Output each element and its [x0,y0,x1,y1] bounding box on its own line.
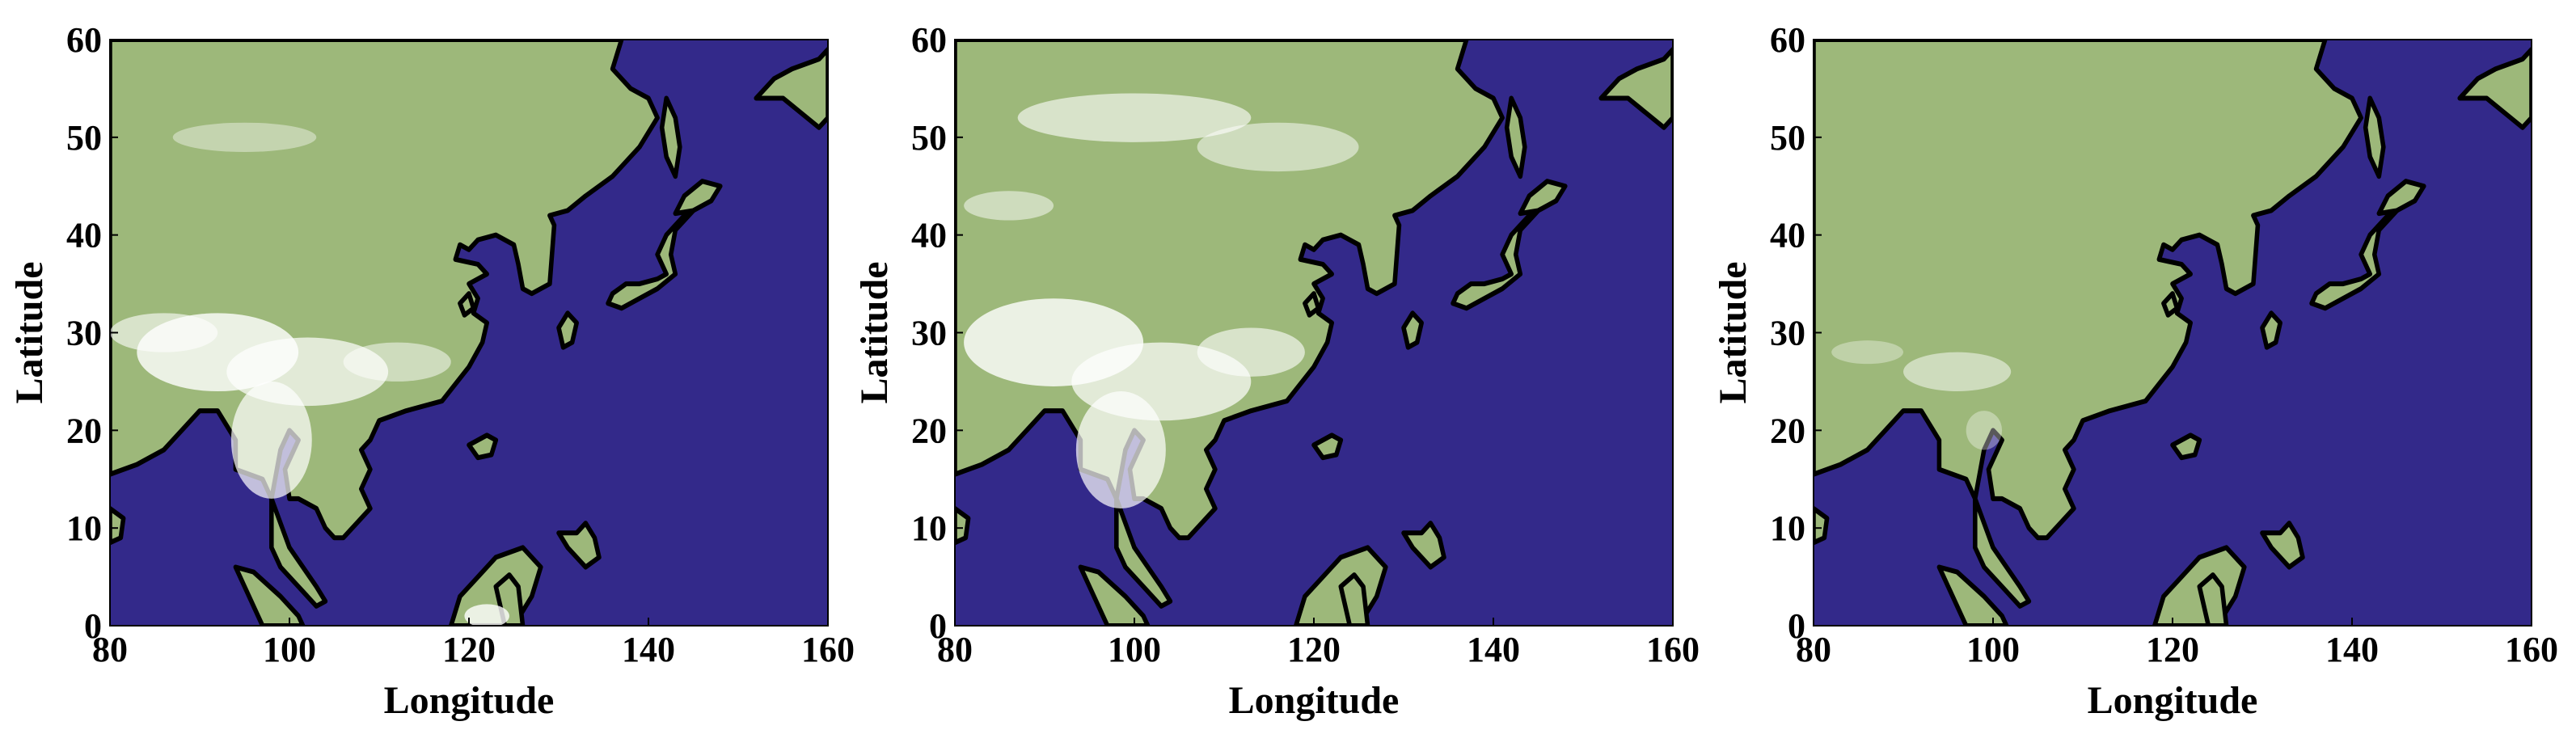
map-area [1814,40,2532,626]
y-tick-label: 20 [911,411,947,450]
y-tick-label: 50 [66,118,102,158]
y-tick-label: 10 [1770,508,1805,548]
map-panel: 80 100 120 140 160 0 10 20 30 40 50 60 Longitude Lati… [853,20,1700,722]
y-tick-label: 40 [66,216,102,255]
x-tick-label: 100 [1108,630,1161,669]
x-tick-label: 80 [92,630,128,669]
x-tick-label: 120 [1287,630,1341,669]
x-axis-label: Longitude [1229,679,1400,722]
x-tick-label: 140 [622,630,675,669]
x-tick-label: 120 [442,630,496,669]
y-tick-label: 30 [66,314,102,353]
y-axis-label: Latitude [8,261,51,403]
y-tick-label: 40 [911,216,947,255]
y-tick-label: 40 [1770,216,1805,255]
x-tick-label: 120 [2146,630,2199,669]
y-tick-label: 10 [66,508,102,548]
y-tick-label: 0 [1788,606,1805,646]
x-tick-label: 80 [1796,630,1831,669]
x-tick-label: 160 [2505,630,2558,669]
x-tick-label: 100 [1966,630,2020,669]
y-tick-label: 0 [929,606,947,646]
map-panel: 80 100 120 140 160 0 10 20 30 40 50 60 Longitude Lati… [1712,20,2558,722]
map-area [110,40,828,626]
y-tick-label: 50 [911,118,947,158]
x-axis-label: Longitude [2088,679,2258,722]
y-tick-label: 50 [1770,118,1805,158]
x-tick-label: 160 [1646,630,1700,669]
y-tick-label: 10 [911,508,947,548]
x-tick-label: 100 [263,630,316,669]
y-axis-label: Latitude [853,261,896,403]
x-tick-label: 140 [2325,630,2379,669]
x-tick-label: 80 [937,630,973,669]
x-axis-label: Longitude [384,679,555,722]
map-area [955,40,1673,626]
y-tick-label: 0 [84,606,102,646]
map-panel: 80 100 120 140 160 0 10 20 30 40 50 60 Longitude Lati… [8,20,855,722]
y-tick-label: 60 [1770,20,1805,60]
y-tick-label: 60 [911,20,947,60]
y-tick-label: 60 [66,20,102,60]
y-tick-label: 20 [66,411,102,450]
y-tick-label: 30 [1770,314,1805,353]
x-tick-label: 140 [1467,630,1520,669]
x-tick-label: 160 [801,630,855,669]
y-tick-label: 30 [911,314,947,353]
y-axis-label: Latitude [1712,261,1755,403]
y-tick-label: 20 [1770,411,1805,450]
